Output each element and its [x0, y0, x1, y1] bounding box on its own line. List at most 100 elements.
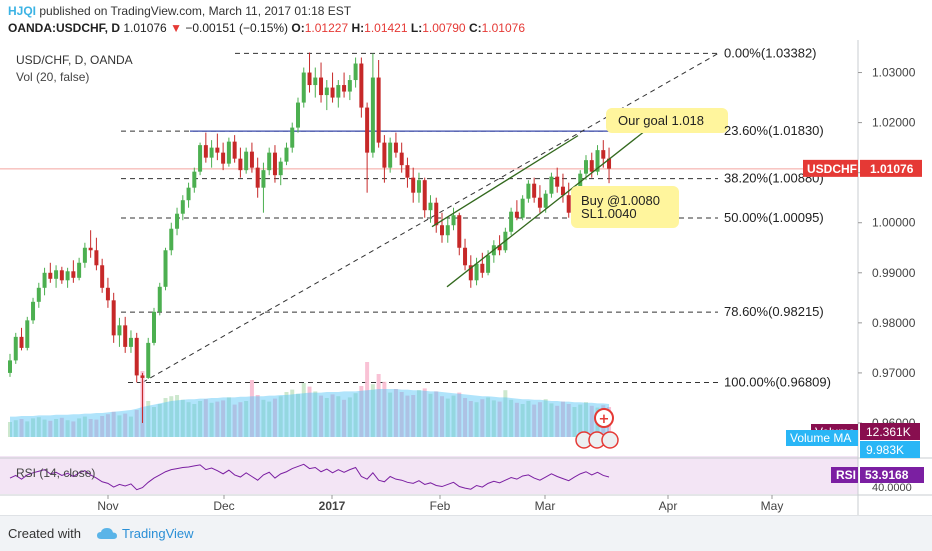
candle-body — [36, 287, 41, 302]
us-flag-icon[interactable] — [601, 431, 619, 449]
volume-bar — [42, 419, 47, 437]
candle-body — [169, 228, 174, 251]
candle-body — [342, 85, 347, 92]
x-tick-label: Apr — [659, 499, 678, 513]
volume-bar — [514, 402, 519, 437]
volume-bar — [244, 401, 249, 437]
volume-bar — [376, 374, 381, 437]
volume-bar — [134, 410, 139, 437]
candle-body — [589, 160, 594, 172]
volume-bar — [440, 396, 444, 437]
volume-ma-value: 9.983K — [866, 443, 904, 457]
volume-bar — [123, 413, 128, 437]
volume-bar — [578, 404, 583, 437]
candle-body — [146, 342, 151, 378]
goal-callout[interactable]: Our goal 1.018 — [606, 108, 728, 133]
volume-bar — [82, 416, 87, 437]
news-event-icon[interactable] — [594, 408, 614, 428]
channel-lower-line[interactable] — [446, 129, 647, 288]
low-value: 1.00790 — [422, 21, 466, 35]
volume-bar — [520, 404, 525, 437]
volume-bar — [365, 362, 370, 437]
candle-body — [365, 107, 370, 153]
volume-bar — [36, 417, 41, 437]
volume-bar — [319, 395, 324, 437]
candle-body — [163, 250, 168, 287]
candle-body — [445, 225, 450, 236]
fib-label: 100.00%(0.96809) — [724, 374, 831, 389]
candle-body — [226, 141, 231, 164]
candle-body — [555, 176, 560, 187]
volume-bar — [221, 400, 226, 437]
candle-body — [359, 63, 364, 108]
volume-bar — [65, 420, 70, 437]
candle-body — [198, 145, 203, 172]
rsi-value: 53.9168 — [865, 468, 909, 482]
candle-body — [192, 171, 197, 188]
candle-body — [480, 263, 485, 273]
candle-body — [42, 272, 47, 288]
volume-bar — [71, 421, 76, 437]
buy-callout[interactable]: Buy @1.0080 SL1.0040 — [571, 186, 679, 228]
time-axis[interactable]: Nov Dec 2017 Feb Mar Apr May — [97, 495, 783, 513]
volume-bar — [399, 392, 404, 437]
rsi-axis-label: 40.0000 — [872, 482, 912, 494]
candles — [8, 52, 612, 423]
volume-bar — [353, 393, 358, 437]
volume-bar — [393, 389, 398, 437]
volume-bar — [503, 390, 508, 437]
y-tick-label: 0.98000 — [872, 316, 916, 330]
candle-body — [59, 270, 64, 281]
candle-body — [537, 197, 542, 208]
candle-body — [509, 211, 514, 232]
candle-body — [549, 176, 554, 194]
chart[interactable]: Our goal 1.018 Buy @1.0080 SL1.0040 + 1.… — [0, 40, 932, 515]
volume-bar — [584, 402, 588, 437]
volume-bar — [25, 421, 30, 437]
x-tick-label: Feb — [430, 499, 451, 513]
fib-label: 23.60%(1.01830) — [724, 123, 824, 138]
volume-bar — [537, 402, 542, 437]
down-arrow-icon: ▼ — [170, 21, 182, 35]
volume-bar — [491, 400, 496, 437]
volume-bar — [405, 395, 410, 437]
candle-body — [422, 180, 427, 211]
volume-bar — [589, 405, 594, 437]
candle-body — [186, 187, 191, 201]
event-icons[interactable]: + — [575, 408, 619, 449]
volume-bar — [422, 388, 427, 437]
volume-bar — [226, 397, 231, 437]
channel-upper-line[interactable] — [431, 135, 579, 228]
candle-body — [584, 160, 588, 174]
tradingview-link[interactable]: TradingView — [96, 525, 194, 541]
candle-body — [307, 72, 312, 86]
author-name[interactable]: HJQI — [8, 4, 37, 18]
fib-label: 78.60%(0.98215) — [724, 304, 824, 319]
last-price: 1.01076 — [123, 21, 167, 35]
candle-body — [434, 202, 439, 226]
price-change: −0.00151 (−0.15%) — [185, 21, 289, 35]
candle-body — [25, 320, 30, 348]
volume-bar — [152, 407, 156, 437]
candle-body — [238, 158, 243, 171]
volume-bar — [497, 401, 502, 437]
candle-body — [560, 186, 565, 196]
volume-bar — [532, 404, 537, 437]
price-axis[interactable]: 1.030001.020001.010001.000000.990000.980… — [858, 66, 916, 430]
candle-body — [486, 255, 491, 273]
candle-body — [347, 80, 352, 92]
candle-body — [77, 262, 82, 278]
y-tick-label: 1.03000 — [872, 66, 916, 80]
close-value: 1.01076 — [481, 21, 526, 35]
candle-body — [388, 142, 393, 168]
candle-body — [411, 177, 416, 193]
goal-callout-box — [606, 108, 728, 133]
candle-body — [123, 325, 128, 347]
candle-body — [267, 152, 272, 171]
candle-body — [54, 270, 59, 279]
goal-text: Our goal 1.018 — [618, 113, 704, 128]
volume-bar — [111, 411, 116, 437]
candle-body — [301, 72, 306, 103]
volume-bar — [169, 396, 174, 437]
candle-body — [497, 245, 502, 251]
